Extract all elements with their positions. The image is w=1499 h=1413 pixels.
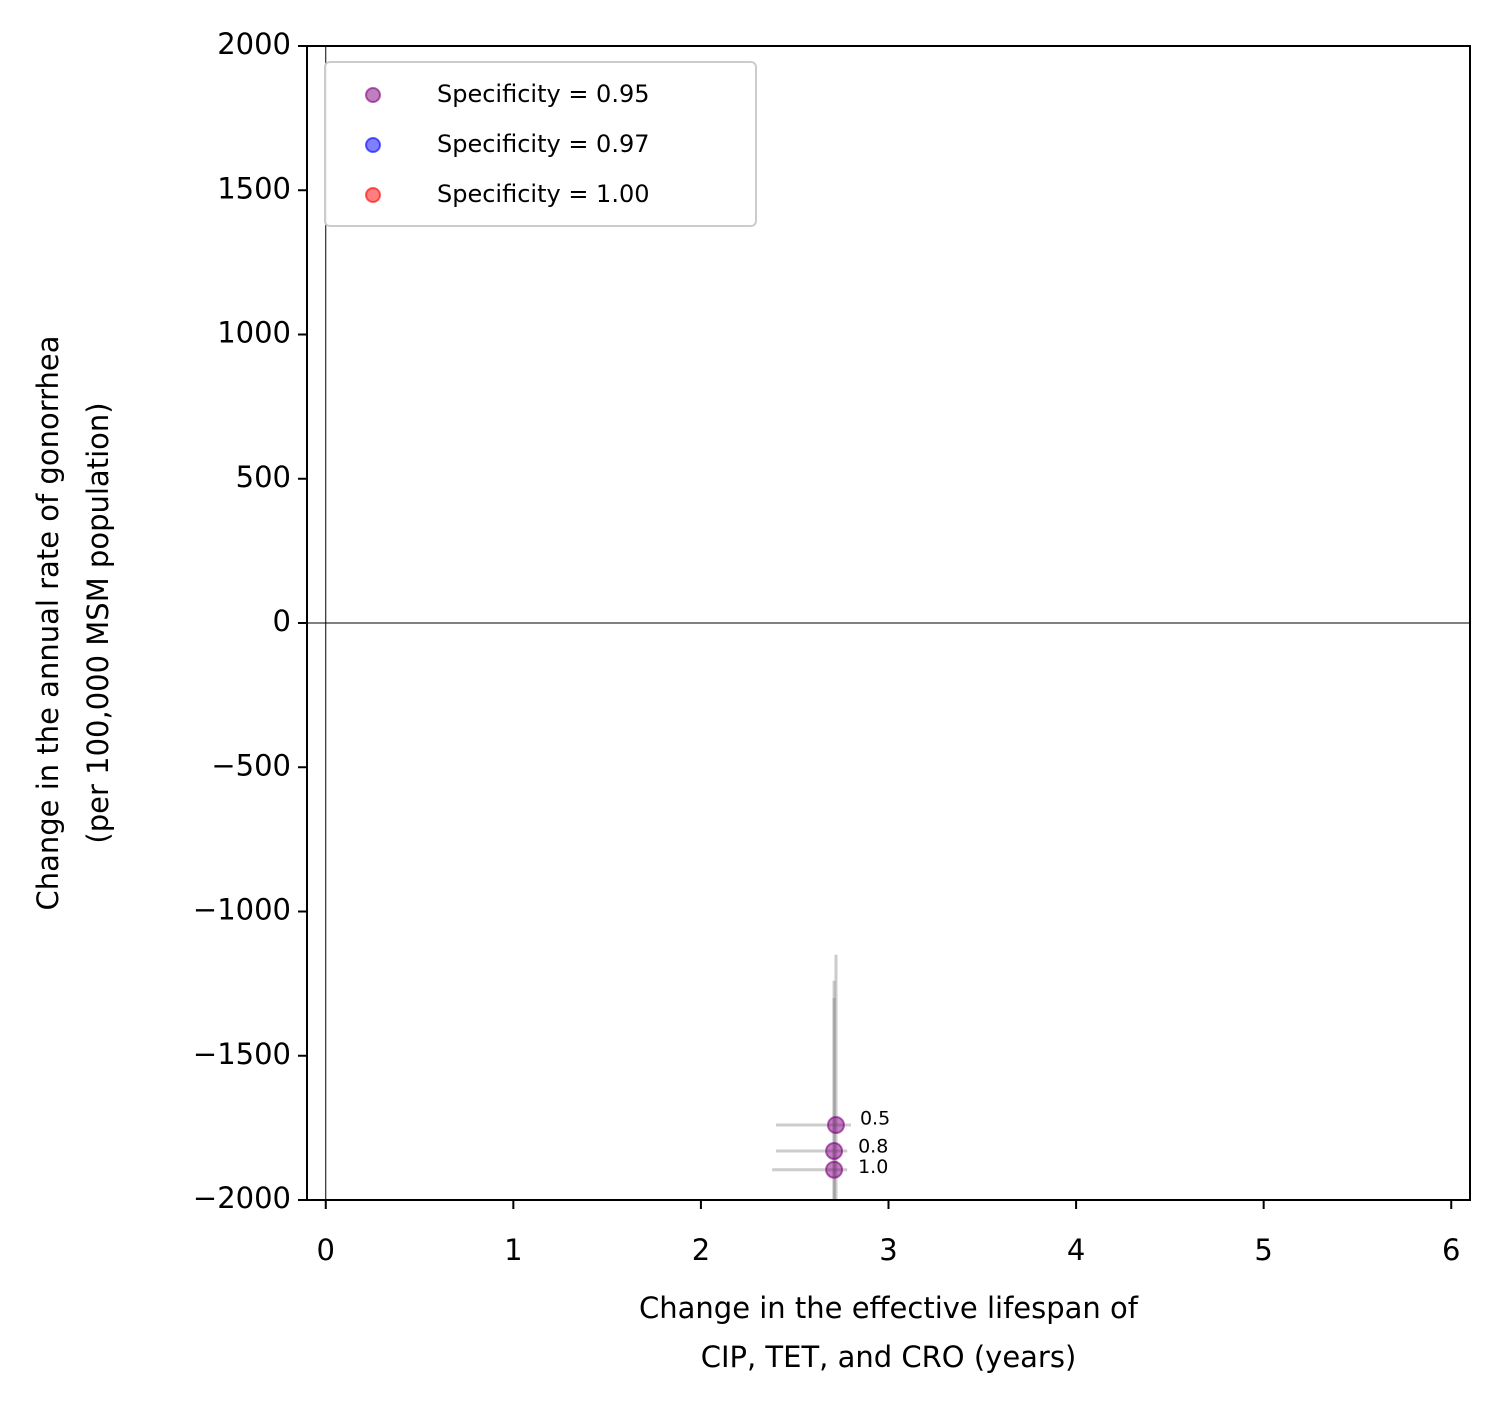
point <box>825 1141 844 1160</box>
x-axis-label: Change in the effective lifespan of <box>639 1291 1139 1325</box>
legend-box <box>324 61 757 227</box>
legend-marker <box>365 187 381 203</box>
y-tick-label: −500 <box>211 748 291 782</box>
point-label: 1.0 <box>858 1156 888 1178</box>
y-tick-label: 1000 <box>217 316 291 350</box>
y-tick-label: 1500 <box>217 171 291 205</box>
legend-marker <box>365 87 381 103</box>
y-tick-label: −2000 <box>193 1181 291 1215</box>
x-tick-label: 6 <box>1442 1233 1460 1267</box>
y-tick-label: 0 <box>273 604 291 638</box>
x-tick-label: 1 <box>504 1233 522 1267</box>
x-tick-label: 2 <box>692 1233 710 1267</box>
y-tick-label: 2000 <box>217 27 291 61</box>
y-tick-label: 500 <box>236 460 291 494</box>
legend-marker <box>365 137 381 153</box>
y-axis-label: Change in the annual rate of gonorrhea <box>31 335 65 910</box>
y-tick-label: −1000 <box>193 893 291 927</box>
point <box>825 1160 844 1179</box>
point-label: 0.5 <box>860 1107 890 1129</box>
legend-label: Specificity = 1.00 <box>437 180 650 208</box>
plot-area <box>307 46 1470 1200</box>
x-tick-label: 0 <box>317 1233 335 1267</box>
legend-label: Specificity = 0.97 <box>437 130 650 158</box>
point <box>826 1115 845 1134</box>
x-axis-label: CIP, TET, and CRO (years) <box>701 1340 1077 1374</box>
x-tick-label: 5 <box>1254 1233 1272 1267</box>
x-tick-label: 4 <box>1067 1233 1085 1267</box>
y-tick-label: −1500 <box>193 1037 291 1071</box>
legend-label: Specificity = 0.95 <box>437 80 650 108</box>
point-label: 0.8 <box>858 1135 888 1157</box>
x-tick-label: 3 <box>879 1233 897 1267</box>
y-axis-label: (per 100,000 MSM population) <box>81 402 115 843</box>
